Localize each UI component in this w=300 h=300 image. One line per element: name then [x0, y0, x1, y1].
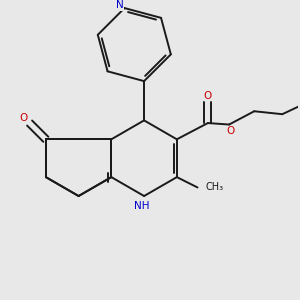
- Text: O: O: [19, 113, 27, 123]
- Text: O: O: [226, 126, 235, 136]
- Text: O: O: [204, 91, 212, 101]
- Text: CH₃: CH₃: [206, 182, 224, 193]
- Text: NH: NH: [134, 201, 149, 212]
- Text: N: N: [116, 0, 124, 10]
